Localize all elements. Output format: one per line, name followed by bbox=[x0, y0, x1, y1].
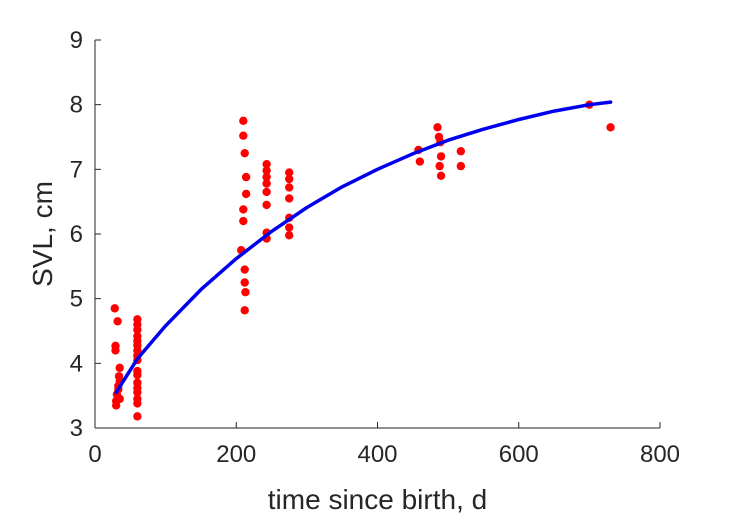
y-tick-label: 4 bbox=[70, 350, 83, 377]
data-point bbox=[241, 172, 251, 182]
data-point bbox=[240, 278, 249, 287]
data-point bbox=[241, 189, 251, 199]
x-ticks: 0 200 400 600 800 bbox=[88, 422, 680, 468]
y-tick-label: 9 bbox=[70, 27, 83, 54]
y-tick-label: 5 bbox=[70, 286, 83, 313]
x-tick-label: 0 bbox=[88, 441, 101, 468]
data-point bbox=[239, 205, 248, 214]
data-point bbox=[241, 288, 250, 297]
axes bbox=[94, 40, 660, 429]
x-tick-label: 200 bbox=[216, 441, 256, 468]
data-point bbox=[456, 147, 466, 156]
data-point bbox=[285, 183, 294, 192]
data-point bbox=[285, 174, 294, 184]
y-tick-label: 8 bbox=[70, 92, 83, 119]
y-axis-label: SVL, cm bbox=[27, 181, 58, 287]
x-tick-label: 400 bbox=[357, 441, 397, 468]
data-point bbox=[262, 187, 271, 197]
data-point bbox=[133, 325, 142, 334]
data-point bbox=[240, 306, 249, 315]
data-point bbox=[262, 159, 271, 169]
data-point bbox=[433, 123, 442, 132]
data-point bbox=[285, 194, 294, 203]
data-point bbox=[606, 123, 615, 132]
data-point bbox=[436, 171, 446, 180]
data-points bbox=[110, 100, 615, 421]
data-point bbox=[239, 216, 248, 226]
data-point bbox=[262, 166, 271, 175]
data-point bbox=[111, 401, 121, 410]
data-point bbox=[115, 394, 124, 404]
data-point bbox=[435, 161, 444, 171]
data-point bbox=[133, 370, 142, 380]
data-point bbox=[111, 346, 120, 355]
x-axis-label: time since birth, d bbox=[268, 484, 487, 515]
y-tick-label: 6 bbox=[70, 221, 83, 248]
data-point bbox=[262, 179, 271, 188]
data-point bbox=[456, 161, 466, 171]
x-tick-label: 600 bbox=[499, 441, 539, 468]
x-tick-label: 800 bbox=[640, 441, 680, 468]
data-point bbox=[285, 231, 294, 240]
data-point bbox=[133, 412, 142, 421]
data-point bbox=[113, 317, 122, 326]
data-point bbox=[239, 131, 248, 140]
data-point bbox=[436, 152, 446, 161]
data-point bbox=[285, 168, 294, 177]
y-ticks: 3 4 5 6 7 8 9 bbox=[70, 27, 101, 442]
data-point bbox=[262, 200, 271, 210]
data-point bbox=[133, 388, 142, 397]
y-tick-label: 7 bbox=[70, 156, 83, 183]
fit-curve bbox=[114, 100, 613, 395]
data-point bbox=[415, 157, 425, 166]
data-point bbox=[133, 399, 142, 408]
data-point bbox=[285, 223, 294, 232]
data-point bbox=[240, 265, 249, 274]
data-point bbox=[110, 304, 119, 313]
data-point bbox=[239, 116, 248, 126]
data-point bbox=[262, 172, 271, 182]
y-tick-label: 3 bbox=[70, 415, 83, 442]
data-point bbox=[240, 148, 249, 158]
data-point bbox=[115, 363, 124, 373]
